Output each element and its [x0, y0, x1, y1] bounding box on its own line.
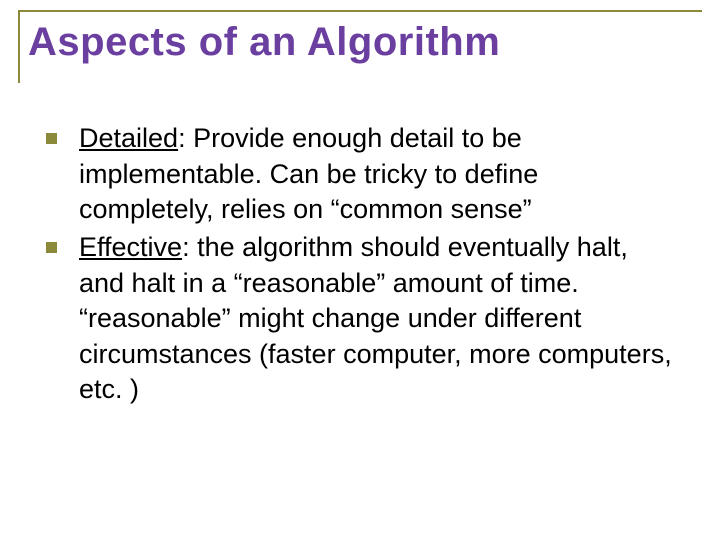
square-bullet-icon: [46, 133, 57, 144]
slide-title: Aspects of an Algorithm: [28, 20, 702, 65]
square-bullet-icon: [46, 242, 57, 253]
list-item-text: Detailed: Provide enough detail to be im…: [79, 121, 672, 228]
term: Detailed: [79, 123, 178, 153]
content-area: Detailed: Provide enough detail to be im…: [18, 121, 702, 408]
slide: Aspects of an Algorithm Detailed: Provid…: [0, 0, 720, 540]
list-item: Detailed: Provide enough detail to be im…: [46, 121, 672, 228]
list-item: Effective: the algorithm should eventual…: [46, 230, 672, 408]
term: Effective: [79, 232, 182, 262]
list-item-text: Effective: the algorithm should eventual…: [79, 230, 672, 408]
title-container: Aspects of an Algorithm: [18, 10, 702, 83]
